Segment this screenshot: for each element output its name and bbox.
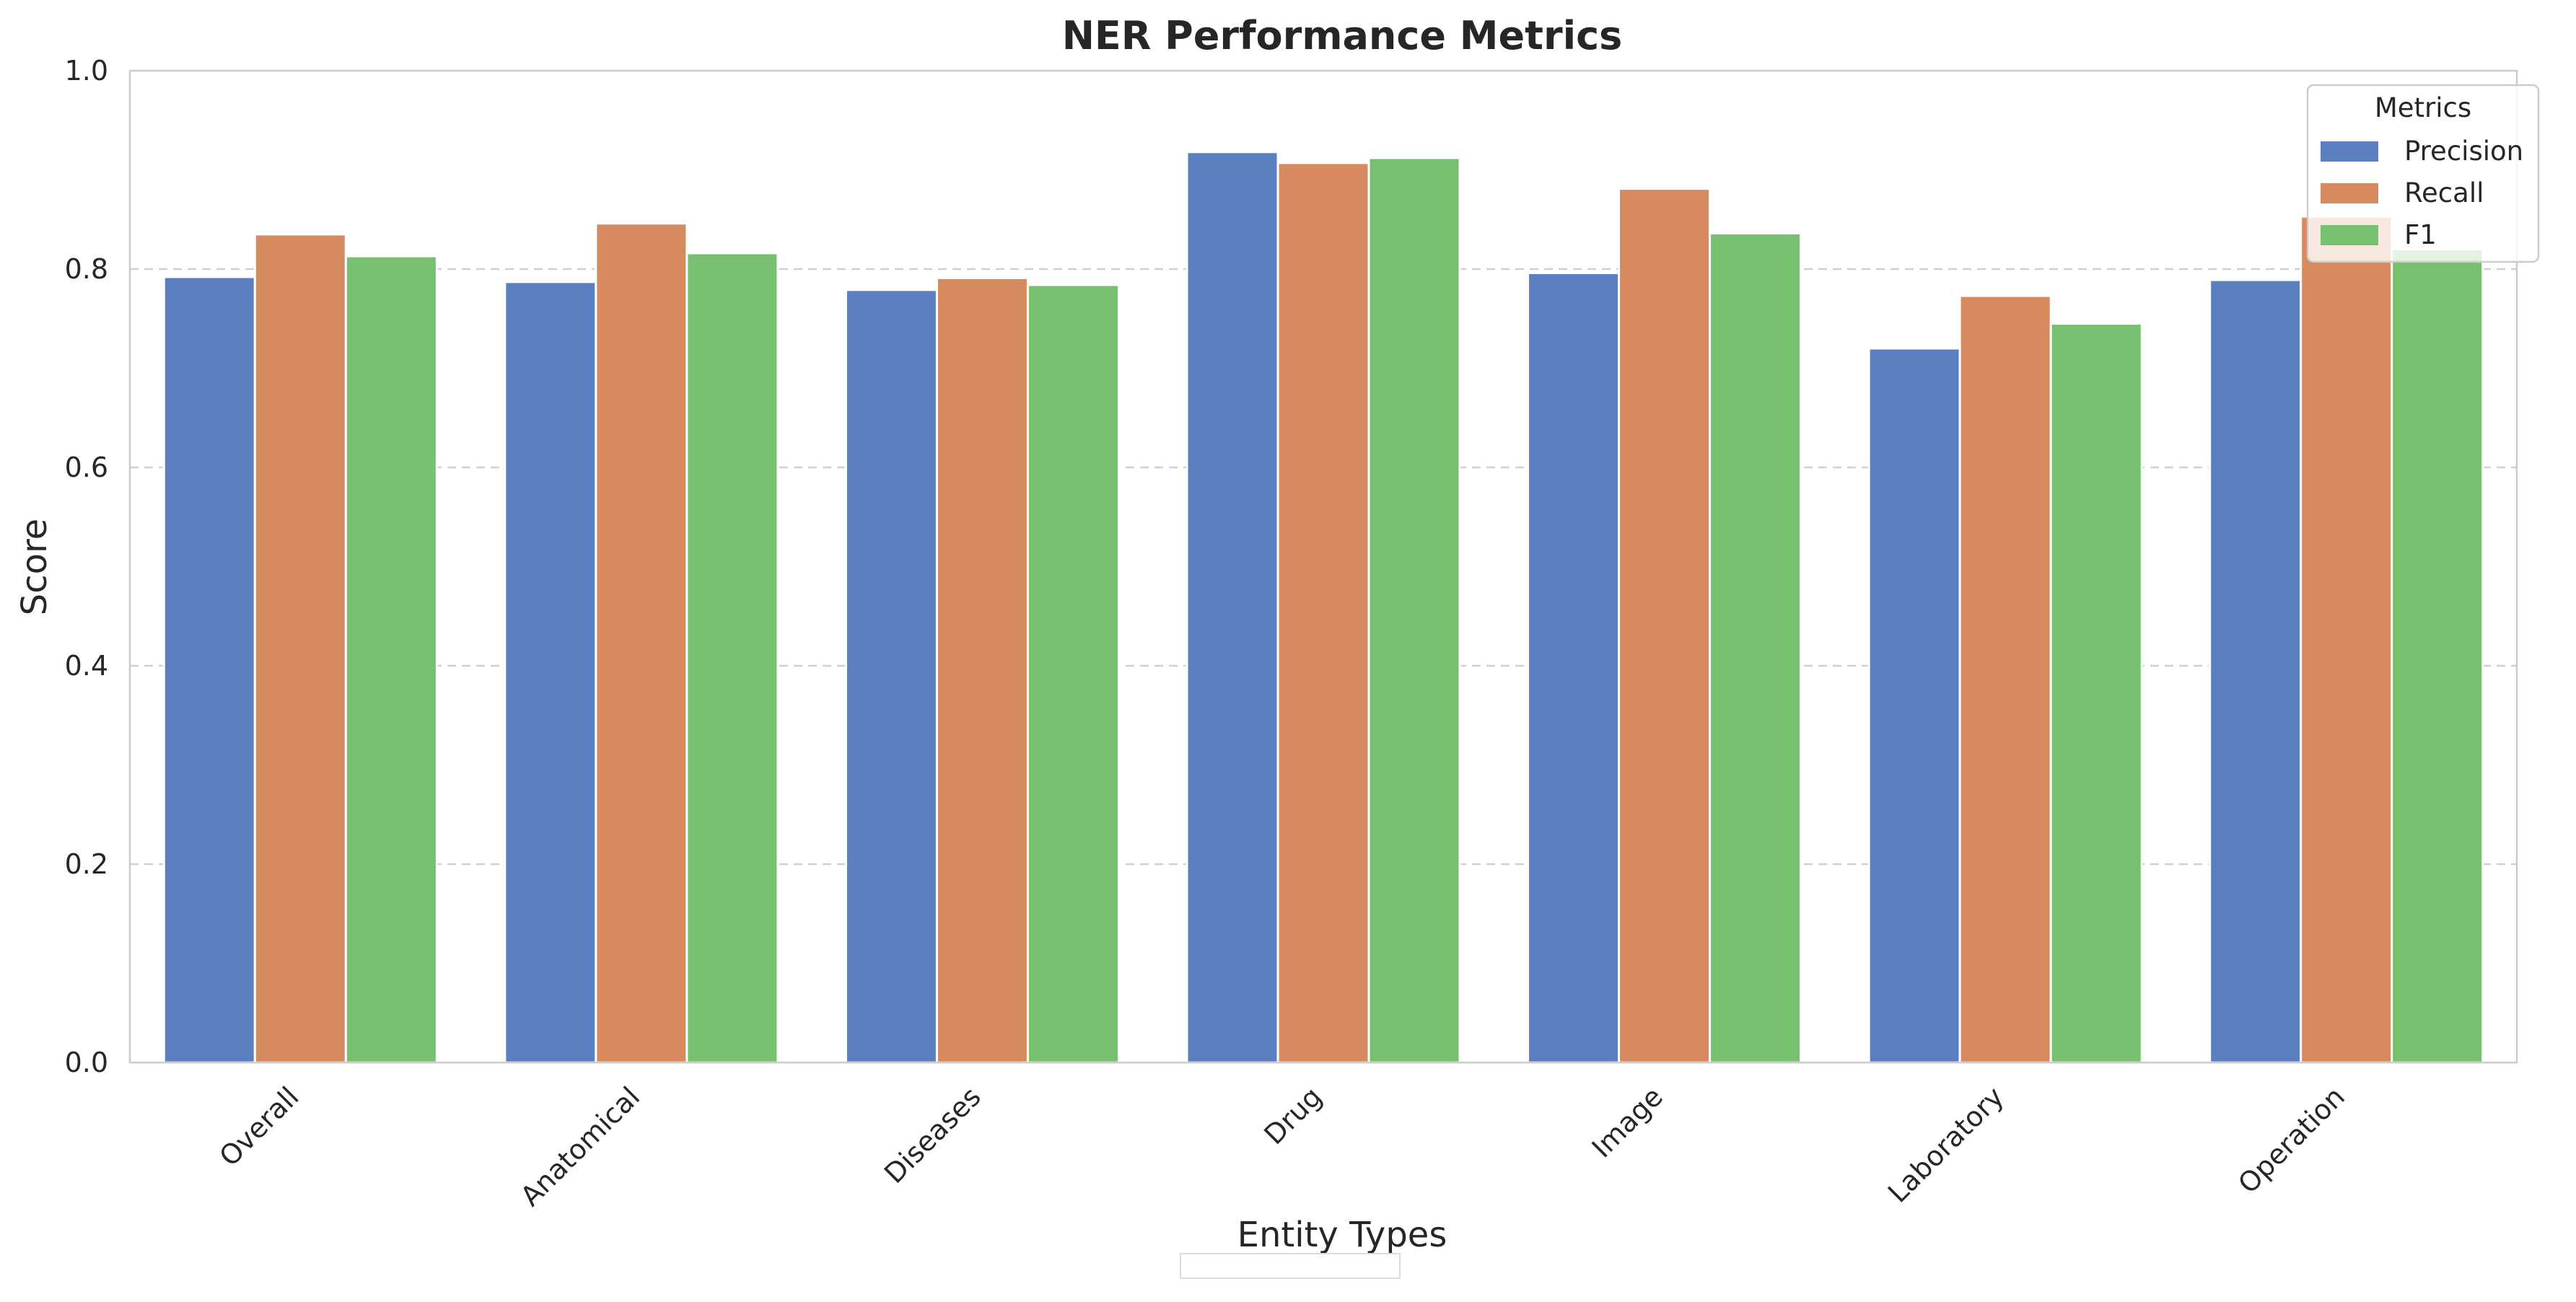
legend-label-f1: F1 [2404, 219, 2437, 250]
legend-swatch-precision [2321, 141, 2378, 162]
bar-overall-recall [253, 233, 347, 1064]
bar-image-f1 [1709, 232, 1802, 1064]
bar-image-precision [1527, 272, 1621, 1064]
x-axis-label: Entity Types [1237, 1215, 1447, 1255]
y-tick-label: 0.2 [65, 848, 108, 880]
bar-anatomical-precision [504, 281, 597, 1064]
bar-operation-f1 [2391, 248, 2484, 1064]
bar-drug-precision [1186, 151, 1279, 1064]
bar-diseases-recall [935, 276, 1029, 1064]
bar-anatomical-f1 [685, 252, 779, 1064]
x-tick-labels: Overall Anatomical Diseases Drug Image Labora… [214, 1081, 2352, 1212]
bar-overall-precision [162, 276, 256, 1064]
x-tick-label: Laboratory [1882, 1081, 2010, 1208]
legend-label-precision: Precision [2404, 136, 2523, 167]
bar-laboratory-recall [1958, 294, 2052, 1064]
legend-frame [2306, 84, 2540, 263]
chart-title: NER Performance Metrics [1062, 13, 1623, 58]
bar-operation-recall [2300, 215, 2393, 1064]
y-axis-label: Score [14, 519, 55, 615]
bar-anatomical-recall [595, 222, 688, 1064]
y-tick-label: 0.0 [65, 1047, 108, 1078]
y-tick-label: 0.6 [65, 452, 108, 483]
bar-drug-f1 [1367, 157, 1461, 1064]
watermark [1180, 1253, 1401, 1279]
bar-diseases-f1 [1026, 283, 1120, 1064]
bar-operation-precision [2209, 278, 2303, 1064]
y-tick-labels: 0.0 0.2 0.4 0.6 0.8 1.0 [65, 55, 108, 1078]
x-tick-label: Drug [1258, 1081, 1328, 1151]
bar-overall-f1 [344, 255, 438, 1064]
legend-swatch-recall [2321, 183, 2378, 203]
bars-layer [162, 151, 2484, 1064]
y-tick-label: 0.8 [65, 253, 108, 285]
x-tick-label: Anatomical [514, 1081, 646, 1212]
legend-label-recall: Recall [2404, 177, 2484, 208]
y-tick-label: 0.4 [65, 650, 108, 682]
legend-title: Metrics [2375, 92, 2471, 123]
plot-frame [128, 69, 2518, 1064]
bar-diseases-precision [844, 289, 938, 1064]
x-tick-label: Image [1586, 1081, 1669, 1164]
bar-image-recall [1618, 188, 1712, 1064]
legend-swatch-f1 [2321, 225, 2378, 245]
legend: Metrics Precision Recall F1 [2306, 84, 2540, 263]
y-tick-label: 1.0 [65, 55, 108, 87]
x-tick-label: Diseases [878, 1081, 987, 1189]
bar-laboratory-precision [1867, 347, 1961, 1064]
x-tick-label: Operation [2232, 1081, 2351, 1200]
bar-drug-recall [1276, 162, 1370, 1064]
x-tick-label: Overall [214, 1081, 305, 1172]
bar-laboratory-f1 [2049, 322, 2143, 1064]
